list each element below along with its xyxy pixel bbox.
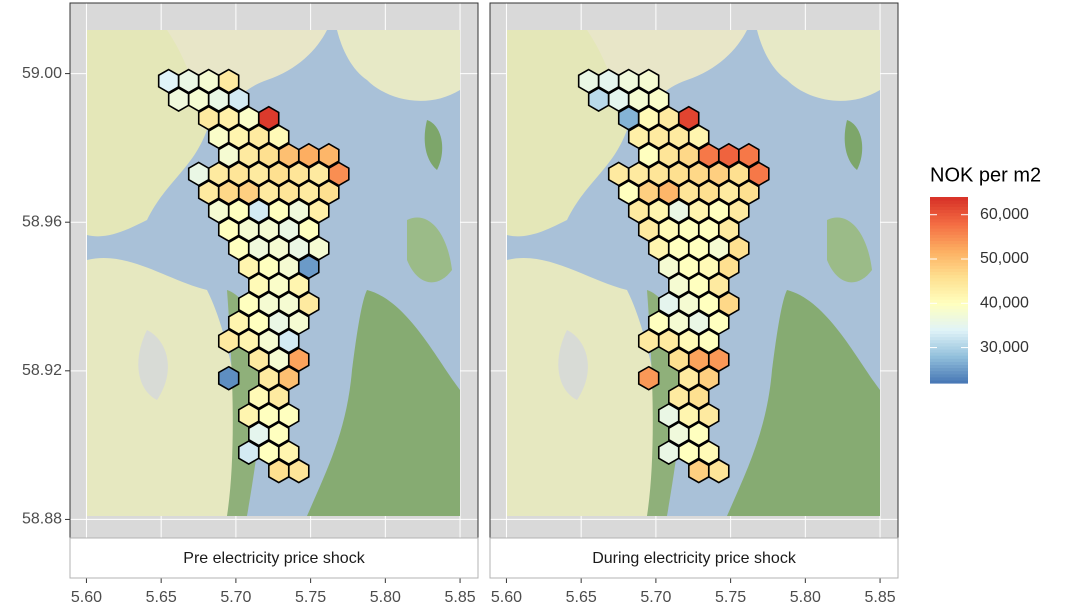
hex-cell: [289, 460, 309, 483]
facet-panel: 5.60 5.65 5.70 5.75 5.80 5.85 59.00 58.96 58.92 5…: [22, 3, 478, 606]
x-tick-label: 5.75: [295, 589, 326, 606]
y-tick-label: 58.88: [22, 511, 62, 528]
x-tick-label: 5.70: [640, 589, 671, 606]
hex-cell: [269, 460, 289, 483]
hex-cell: [639, 367, 659, 390]
hex-cell: [219, 330, 239, 353]
y-tick-label: 58.96: [22, 213, 62, 230]
hex-cell: [219, 367, 239, 390]
legend: NOK per m2 60,000 50,000 40,000 30,000: [930, 164, 1041, 383]
panels: 5.60 5.65 5.70 5.75 5.80 5.85 59.00 58.96 58.92 5…: [22, 3, 898, 606]
x-tick-label: 5.75: [715, 589, 746, 606]
y-tick-label: 59.00: [22, 65, 62, 82]
facet-label: During electricity price shock: [592, 550, 797, 567]
x-tick-label: 5.85: [864, 589, 895, 606]
facet-panel: 5.60 5.65 5.70 5.75 5.80 5.85 During electrici…: [490, 3, 898, 606]
x-tick-label: 5.65: [146, 589, 177, 606]
hex-cell: [659, 441, 679, 464]
hex-cell: [589, 88, 609, 111]
y-tick-label: 58.92: [22, 362, 62, 379]
legend-label: 60,000: [980, 206, 1029, 223]
legend-label: 40,000: [980, 295, 1029, 312]
legend-title: NOK per m2: [930, 164, 1041, 186]
x-tick-label: 5.80: [790, 589, 821, 606]
hex-cell: [639, 330, 659, 353]
hex-cell: [689, 460, 709, 483]
x-tick-label: 5.65: [566, 589, 597, 606]
x-tick-label: 5.80: [370, 589, 401, 606]
hex-cell: [239, 441, 259, 464]
facet-label: Pre electricity price shock: [183, 550, 365, 567]
legend-label: 30,000: [980, 339, 1029, 356]
hex-cell: [709, 460, 729, 483]
x-tick-label: 5.60: [71, 589, 102, 606]
legend-label: 50,000: [980, 250, 1029, 267]
x-tick-label: 5.60: [491, 589, 522, 606]
hex-cell: [169, 88, 189, 111]
chart: 5.60 5.65 5.70 5.75 5.80 5.85 59.00 58.96 58.92 5…: [0, 0, 1068, 611]
x-tick-label: 5.70: [220, 589, 251, 606]
x-tick-label: 5.85: [444, 589, 475, 606]
colorbar-segment: [930, 197, 968, 201]
